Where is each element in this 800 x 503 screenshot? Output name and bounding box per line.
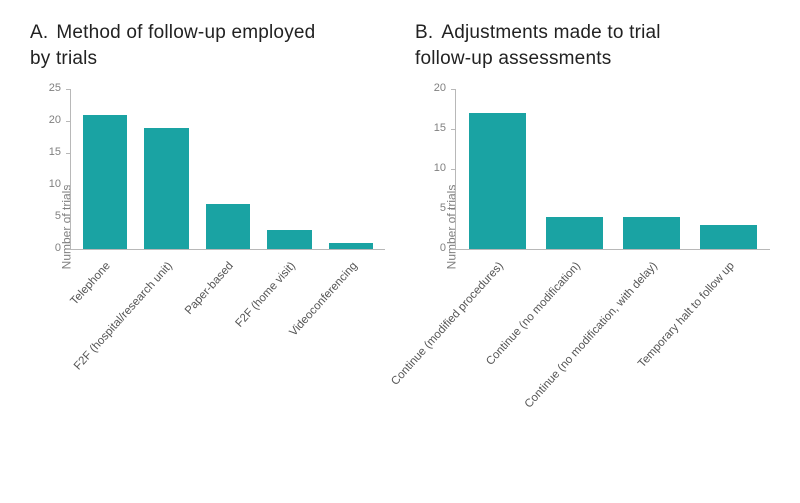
panel-b-ytick-label: 10 bbox=[434, 162, 446, 174]
panel-b-xlabel-col: Temporary halt to follow up bbox=[693, 254, 764, 364]
panel-a-ytick-label: 15 bbox=[49, 146, 61, 158]
panel-b-xlabels: Continue (modified procedures)Continue (… bbox=[455, 254, 770, 364]
panel-a-ytick-label: 5 bbox=[55, 210, 61, 222]
panel-b-title-line1: Adjustments made to trial bbox=[441, 22, 660, 43]
panel-a-ytick-line bbox=[66, 185, 71, 186]
panel-b-bar-col bbox=[539, 89, 610, 249]
panel-a-xlabels: TelephoneF2F (hospital/research unit)Pap… bbox=[70, 254, 385, 364]
panel-a-ytick-label: 25 bbox=[49, 82, 61, 94]
panel-b-ytick-label: 5 bbox=[440, 202, 446, 214]
panel-b-bar bbox=[546, 217, 603, 249]
panel-b-ytick-line bbox=[451, 249, 456, 250]
panel-b-ytick-line bbox=[451, 89, 456, 90]
panel-a-ytick-line bbox=[66, 153, 71, 154]
panel-b-xlabel: Continue (modified procedures) bbox=[389, 260, 506, 388]
panel-a-plot: 0510152025 bbox=[70, 89, 385, 250]
panel-a-bar bbox=[329, 243, 373, 249]
panel-b-bar-col bbox=[616, 89, 687, 249]
panel-a-ytick-label: 20 bbox=[49, 114, 61, 126]
panel-a-bar-col bbox=[77, 89, 133, 249]
panel-a-title-line1: Method of follow-up employed bbox=[56, 22, 315, 43]
panel-a-title: A. Method of follow-up employed by trials bbox=[30, 20, 385, 71]
panel-b-ytick-label: 20 bbox=[434, 82, 446, 94]
panel-a-letter: A. bbox=[30, 22, 48, 43]
panel-a-bar bbox=[206, 204, 250, 249]
panel-a-ytick-label: 0 bbox=[55, 242, 61, 254]
panel-a-title-line2: by trials bbox=[30, 48, 97, 69]
panel-b-chart: Number of trials 05101520 Continue (modi… bbox=[415, 89, 770, 364]
panel-b-ytick-line bbox=[451, 209, 456, 210]
panel-b-bar-col bbox=[693, 89, 764, 249]
panel-b-ytick-label: 15 bbox=[434, 122, 446, 134]
panel-a-bar bbox=[267, 230, 311, 249]
panel-b-ytick-label: 0 bbox=[440, 242, 446, 254]
panel-a-ytick-line bbox=[66, 89, 71, 90]
panel-a-ytick-line bbox=[66, 121, 71, 122]
panel-row: A. Method of follow-up employed by trials… bbox=[30, 20, 770, 364]
panel-a-bar-col bbox=[200, 89, 256, 249]
panel-b-bar bbox=[700, 225, 757, 249]
panel-b-bar-col bbox=[462, 89, 533, 249]
panel-b-ytick-line bbox=[451, 169, 456, 170]
panel-a-bar bbox=[83, 115, 127, 249]
panel-a-bar bbox=[144, 128, 188, 250]
panel-b-title: B. Adjustments made to trial follow-up as… bbox=[415, 20, 770, 71]
panel-a-bar-col bbox=[262, 89, 318, 249]
panel-b-letter: B. bbox=[415, 22, 433, 43]
panel-a-xlabel: Telephone bbox=[68, 260, 112, 307]
panel-b: B. Adjustments made to trial follow-up as… bbox=[415, 20, 770, 364]
panel-b-title-line2: follow-up assessments bbox=[415, 48, 611, 69]
panel-a-xlabel-col: Videoconferencing bbox=[323, 254, 379, 364]
panel-a-ytick-line bbox=[66, 249, 71, 250]
panel-a-chart: Number of trials 0510152025 TelephoneF2F… bbox=[30, 89, 385, 364]
panel-b-bar bbox=[469, 113, 526, 249]
panel-b-ytick-line bbox=[451, 129, 456, 130]
panel-a-bar-col bbox=[323, 89, 379, 249]
panel-b-bar bbox=[623, 217, 680, 249]
panel-b-plot: 05101520 bbox=[455, 89, 770, 250]
panel-a: A. Method of follow-up employed by trials… bbox=[30, 20, 385, 364]
panel-a-ytick-line bbox=[66, 217, 71, 218]
panel-a-bar-col bbox=[139, 89, 195, 249]
panel-a-ytick-label: 10 bbox=[49, 178, 61, 190]
